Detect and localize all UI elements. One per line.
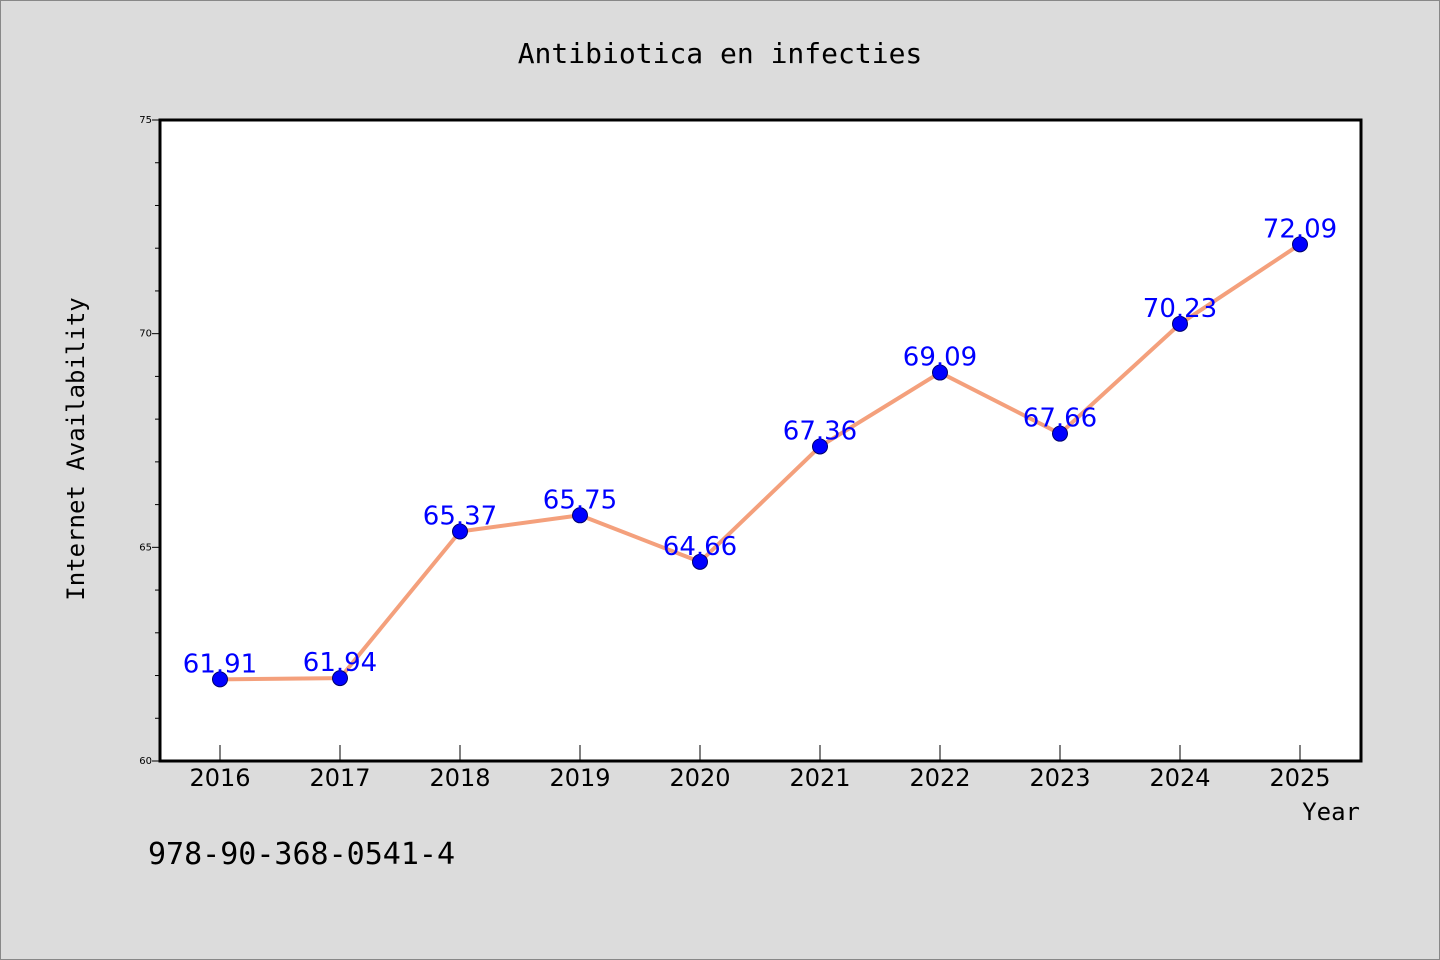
x-tick-label: 2018 [429,764,490,792]
y-tick-label: 65 [139,542,152,553]
x-tick-label: 2017 [309,764,370,792]
data-point [1172,315,1188,332]
series-group [212,236,1308,688]
x-tick-label: 2025 [1269,764,1330,792]
data-point [932,364,948,381]
data-point [812,438,828,455]
data-label: 67.36 [783,416,857,446]
x-tick-label: 2020 [669,764,730,792]
chart-title: Antibiotica en infecties [518,37,923,70]
y-tick-label: 75 [139,115,152,126]
data-label: 61.94 [303,648,377,678]
data-point [452,523,468,540]
footnote-isbn: 978-90-368-0541-4 [148,837,455,872]
plot-frame [158,118,1363,763]
y-axis-label: Internet Availability [62,297,90,600]
y-tick-label: 70 [139,329,152,340]
data-label: 70.23 [1143,294,1217,324]
x-tick-label: 2021 [789,764,850,792]
data-label: 65.75 [543,485,617,515]
x-tick-label: 2023 [1029,764,1090,792]
data-point [572,507,588,524]
data-label: 61.91 [183,649,257,679]
data-point [1292,236,1308,253]
x-tick-label: 2024 [1149,764,1210,792]
data-label: 67.66 [1023,404,1097,434]
data-point [692,553,708,570]
data-point [212,671,228,688]
data-labels-group: 61.91 61.94 65.37 65.75 64.66 67.36 69.09 67.66… [183,214,1337,679]
axis-ticks: 60 65 70 75 2016 2017 2018 2019 2020 2021 2022 2023… [139,115,1330,792]
data-point [1052,425,1068,442]
x-tick-label: 2022 [909,764,970,792]
data-point [332,670,348,687]
x-tick-label: 2019 [549,764,610,792]
x-axis-label: Year [1302,798,1360,826]
data-label: 69.09 [903,343,977,373]
x-tick-label: 2016 [189,764,250,792]
data-label: 65.37 [423,502,497,532]
data-label: 64.66 [663,532,737,562]
y-tick-label: 60 [139,756,152,767]
data-label: 72.09 [1263,214,1337,244]
series-line [218,242,1302,682]
